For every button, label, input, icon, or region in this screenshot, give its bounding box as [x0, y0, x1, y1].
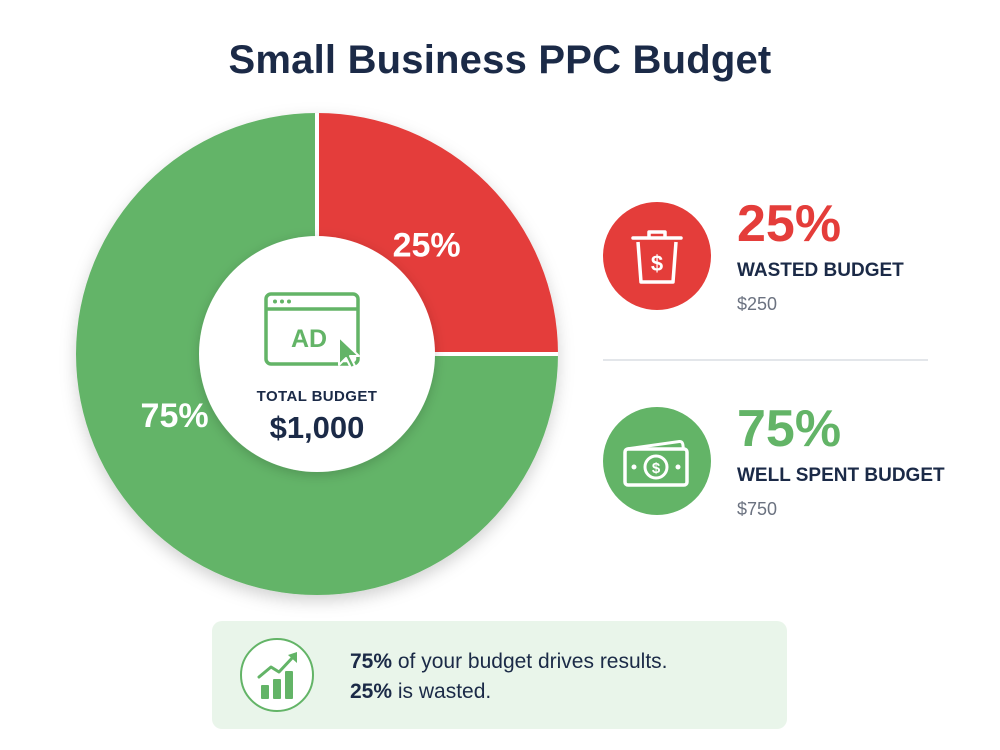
ad-browser-cursor-icon: AD — [264, 292, 360, 369]
legend-divider — [603, 359, 928, 361]
svg-text:AD: AD — [291, 325, 327, 353]
summary-line-1-strong: 75% — [350, 650, 393, 673]
summary-banner: 75% of your budget drives results. 25% i… — [212, 621, 787, 729]
wasted-amount: $250 — [737, 294, 778, 314]
growth-chart-icon — [240, 638, 314, 712]
wasted-label: WASTED BUDGET — [737, 260, 904, 281]
spent-percent: 75% — [737, 400, 842, 458]
wasted-budget-stat: $ 25% WASTED BUDGET $250 — [603, 195, 983, 320]
donut-hole — [199, 236, 435, 472]
svg-text:$: $ — [652, 460, 661, 477]
wasted-icon-circle: $ — [603, 202, 711, 310]
summary-line-1-rest: of your budget drives results. — [392, 650, 668, 673]
summary-text: 75% of your budget drives results. 25% i… — [350, 647, 668, 707]
svg-text:$: $ — [651, 251, 663, 276]
total-budget-value: $1,000 — [269, 410, 365, 445]
wasted-percent: 25% — [737, 195, 842, 253]
donut-center: AD TOTAL BUDGET $1,000 — [199, 236, 435, 472]
summary-line-2-rest: is wasted. — [392, 680, 492, 703]
slice-label-well-spent-budget: 75% — [141, 397, 209, 435]
summary-line-2-strong: 25% — [350, 680, 393, 703]
spent-icon-circle: $ — [603, 407, 711, 515]
total-budget-label: TOTAL BUDGET — [256, 388, 378, 405]
spent-amount: $750 — [737, 499, 778, 519]
spent-label: WELL SPENT BUDGET — [737, 465, 945, 486]
summary-line-2: 25% is wasted. — [350, 677, 668, 707]
trash-dollar-icon: $ — [631, 230, 683, 284]
money-bills-icon: $ — [623, 440, 689, 487]
chart-title: Small Business PPC Budget — [228, 38, 772, 82]
spent-budget-stat: $ 75% WELL SPENT BUDGET $750 — [603, 400, 983, 525]
summary-line-1: 75% of your budget drives results. — [350, 647, 668, 677]
slice-label-wasted-budget: 25% — [393, 226, 461, 264]
donut-chart: 25% 75% — [76, 113, 558, 595]
